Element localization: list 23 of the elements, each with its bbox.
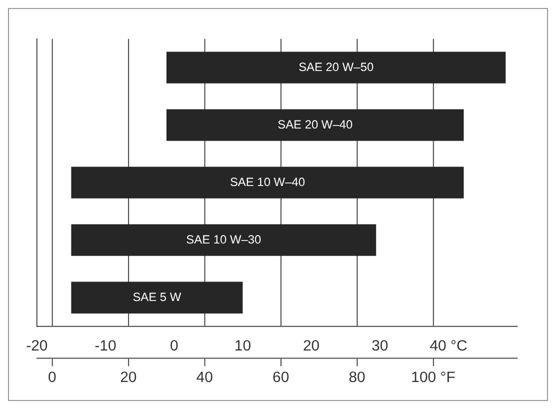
- x-tick-label: 40: [196, 369, 213, 386]
- x-tick-label: 20: [120, 369, 137, 386]
- bar: [71, 282, 243, 314]
- bar: [166, 52, 506, 84]
- x-tick-label: 60: [272, 369, 290, 386]
- x-tick-label: 0: [48, 369, 56, 386]
- x-tick-label: 100 °F: [411, 369, 456, 386]
- x2-tick-label: 10: [234, 337, 252, 354]
- x2-tick-label: -10: [94, 337, 116, 354]
- x-tick-label: 80: [348, 369, 366, 386]
- bar: [71, 166, 464, 198]
- x2-tick-label: 20: [302, 337, 320, 354]
- bar: [71, 224, 376, 256]
- x2-tick-label: -20: [26, 337, 48, 354]
- x2-tick-label: 40 °C: [430, 337, 468, 354]
- y-tick-label: SAE 10 W–30: [186, 232, 262, 246]
- y-tick-label: SAE 5 W: [132, 290, 182, 304]
- bar: [166, 109, 464, 141]
- y-tick-label: SAE 10 W–40: [230, 174, 306, 189]
- x2-tick-label: 0: [170, 337, 178, 354]
- y-tick-label: SAE 20 W–50: [298, 60, 374, 74]
- x2-tick-label: 30: [372, 337, 388, 354]
- y-tick-label: SAE 20 W–40: [278, 117, 353, 132]
